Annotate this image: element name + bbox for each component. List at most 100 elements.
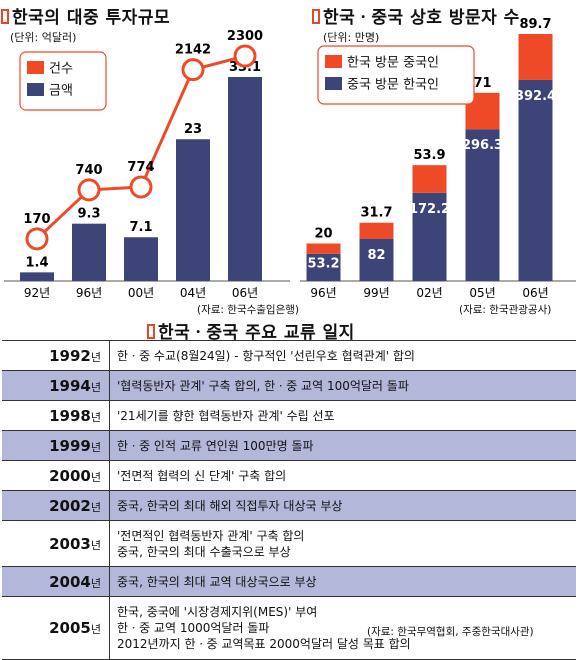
- timeline-year: 2000년: [2, 460, 110, 491]
- bar-korean-visitors: [518, 79, 553, 281]
- bar-value-label: 392.4: [515, 89, 556, 104]
- title-bracket-icon: [1, 9, 9, 24]
- line-point: [181, 58, 205, 82]
- timeline-event-line: '협력동반자 관계' 구축 합의, 한ㆍ중 교역 100억달러 돌파: [117, 378, 409, 393]
- bar-chinese-visitors: [306, 243, 341, 254]
- bar-chinese-visitors: [518, 34, 553, 80]
- left-legend-label: 금액: [49, 84, 73, 99]
- timeline-year-suffix: 년: [90, 500, 101, 514]
- left-legend-swatch: [27, 61, 44, 74]
- right-legend-label: 중국 방문 한국인: [347, 78, 439, 93]
- timeline-event-line: 한ㆍ중 수교(8월24일) - 항구적인 '선린우호 협력관계' 합의: [117, 348, 415, 363]
- timeline-row: 1998년 '21세기를 향한 협력동반자 관계' 수립 선포: [2, 400, 576, 431]
- timeline-year: 2002년: [2, 490, 110, 521]
- timeline-year: 1994년: [2, 370, 110, 401]
- bar-value-label: 53.9: [413, 148, 445, 163]
- line-point: [77, 178, 101, 202]
- x-tick-label: 06년: [232, 286, 258, 300]
- timeline-source: (자료: 한국무역협회, 주중한국대사관): [367, 626, 534, 638]
- bar-value-label: 82: [367, 248, 385, 263]
- timeline-event-line: 중국, 한국의 최대 교역 대상국으로 부상: [117, 574, 317, 589]
- bar-korean-visitors: [412, 192, 447, 281]
- timeline-title-text: 한국ㆍ중국 주요 교류 일지: [158, 323, 355, 343]
- bar-chinese-visitors: [359, 222, 394, 239]
- x-tick-label: 06년: [522, 286, 548, 300]
- investment-chart: 1.492년9.396년7.100년2304년33.106년1707407742…: [4, 29, 290, 300]
- x-tick-label: 96년: [310, 286, 336, 300]
- left-chart-title: 한국의 대중 투자규모: [1, 3, 170, 28]
- left-chart-source: (자료: 한국수출입은행): [197, 304, 300, 316]
- timeline-row: 1992년 한ㆍ중 수교(8월24일) - 항구적인 '선린우호 협력관계' 합의: [2, 340, 576, 371]
- timeline-year-suffix: 년: [90, 410, 101, 424]
- timeline-event: 중국, 한국의 최대 해외 직접투자 대상국 부상: [109, 490, 576, 521]
- timeline-year-suffix: 년: [90, 576, 101, 590]
- timeline-row: 2000년 '전면적 협력의 신 단계' 구축 합의: [2, 460, 576, 491]
- bar-value-label: 53.2: [307, 257, 339, 272]
- line-value-label: 170: [23, 212, 50, 227]
- timeline-event: 중국, 한국의 최대 교역 대상국으로 부상: [109, 566, 576, 597]
- right-chart-unit: (단위: 만명): [323, 31, 380, 44]
- timeline-year-number: 2004: [49, 572, 91, 591]
- bar-value-label: 23: [184, 122, 202, 137]
- x-tick-label: 02년: [416, 286, 442, 300]
- timeline-event-line: 중국, 한국의 최대 해외 직접투자 대상국 부상: [117, 498, 343, 513]
- left-legend-label: 건수: [49, 62, 73, 77]
- timeline-event-line: 한국, 중국에 '시장경제지위(MES)' 부여: [117, 605, 318, 619]
- bar-value-label: 7.1: [129, 220, 152, 235]
- timeline-year-number: 2000: [49, 466, 91, 485]
- bar-value-label: 20: [314, 226, 332, 241]
- x-tick-label: 00년: [128, 286, 154, 300]
- title-bracket-icon: [147, 324, 155, 339]
- line-point: [129, 175, 153, 199]
- right-chart-title: 한국ㆍ중국 상호 방문자 수: [312, 3, 520, 28]
- left-legend-swatch: [27, 83, 44, 96]
- timeline-event-line: 한ㆍ중 교역 1000억달러 돌파: [117, 621, 270, 635]
- timeline-table: 1992년 한ㆍ중 수교(8월24일) - 항구적인 '선린우호 협력관계' 합의…: [2, 340, 576, 660]
- timeline-year: 1992년: [2, 340, 110, 371]
- timeline-event-line: '21세기를 향한 협력동반자 관계' 수립 선포: [117, 408, 335, 423]
- line-value-label: 774: [127, 160, 154, 175]
- timeline-year: 2005년: [2, 596, 110, 660]
- bar-investment-amount: [124, 237, 158, 281]
- charts-svg: 1.492년9.396년7.100년2304년33.106년1707407742…: [4, 17, 576, 300]
- timeline-row: 1994년 '협력동반자 관계' 구축 합의, 한ㆍ중 교역 100억달러 돌파: [2, 370, 576, 401]
- bar-korean-visitors: [306, 253, 341, 281]
- right-legend: [317, 45, 475, 105]
- timeline-year-number: 1992: [49, 346, 91, 365]
- timeline-year: 1998년: [2, 400, 110, 431]
- bar-investment-amount: [72, 223, 106, 281]
- x-tick-label: 04년: [180, 286, 206, 300]
- timeline-year-suffix: 년: [90, 380, 101, 394]
- timeline-event-line: '전면적 협력의 신 단계' 구축 합의: [117, 468, 287, 483]
- timeline-row: 2002년 중국, 한국의 최대 해외 직접투자 대상국 부상: [2, 490, 576, 521]
- line-value-label: 740: [75, 163, 102, 178]
- timeline-event-line: 중국, 한국의 최대 수출국으로 부상: [117, 544, 291, 559]
- timeline-year-suffix: 년: [90, 538, 101, 552]
- timeline-year-number: 1998: [49, 406, 91, 425]
- timeline-year: 2004년: [2, 566, 110, 597]
- timeline-year: 1999년: [2, 430, 110, 461]
- timeline-year-suffix: 년: [90, 350, 101, 364]
- bar-value-label: 71: [473, 76, 491, 91]
- timeline-year-number: 2002: [49, 496, 91, 515]
- timeline-year: 2003년: [2, 520, 110, 567]
- timeline-year-suffix: 년: [90, 470, 101, 484]
- timeline-row: 2003년 '전면적인 협력동반자 관계' 구축 합의 중국, 한국의 최대 수출국…: [2, 520, 576, 567]
- timeline-year-number: 1999: [49, 436, 91, 455]
- x-tick-label: 96년: [76, 286, 102, 300]
- x-tick-label: 05년: [469, 286, 495, 300]
- bar-value-label: 9.3: [77, 207, 100, 222]
- bar-value-label: 172.2: [409, 202, 450, 217]
- timeline-event: '협력동반자 관계' 구축 합의, 한ㆍ중 교역 100억달러 돌파: [109, 370, 576, 401]
- line-point: [25, 227, 49, 251]
- bar-investment-amount: [20, 272, 54, 281]
- right-legend-swatch: [325, 77, 342, 90]
- title-bracket-icon: [312, 9, 320, 24]
- timeline-event: 한ㆍ중 수교(8월24일) - 항구적인 '선린우호 협력관계' 합의: [109, 340, 576, 371]
- bar-value-label: 89.7: [519, 17, 551, 32]
- timeline-event: '전면적 협력의 신 단계' 구축 합의: [109, 460, 576, 491]
- right-chart-source: (자료: 한국관광공사): [459, 304, 552, 316]
- timeline-event-line: 한ㆍ중 인적 교류 연인원 100만명 돌파: [117, 438, 314, 453]
- right-legend-label: 한국 방문 중국인: [347, 56, 439, 71]
- timeline-row: 2004년 중국, 한국의 최대 교역 대상국으로 부상: [2, 566, 576, 597]
